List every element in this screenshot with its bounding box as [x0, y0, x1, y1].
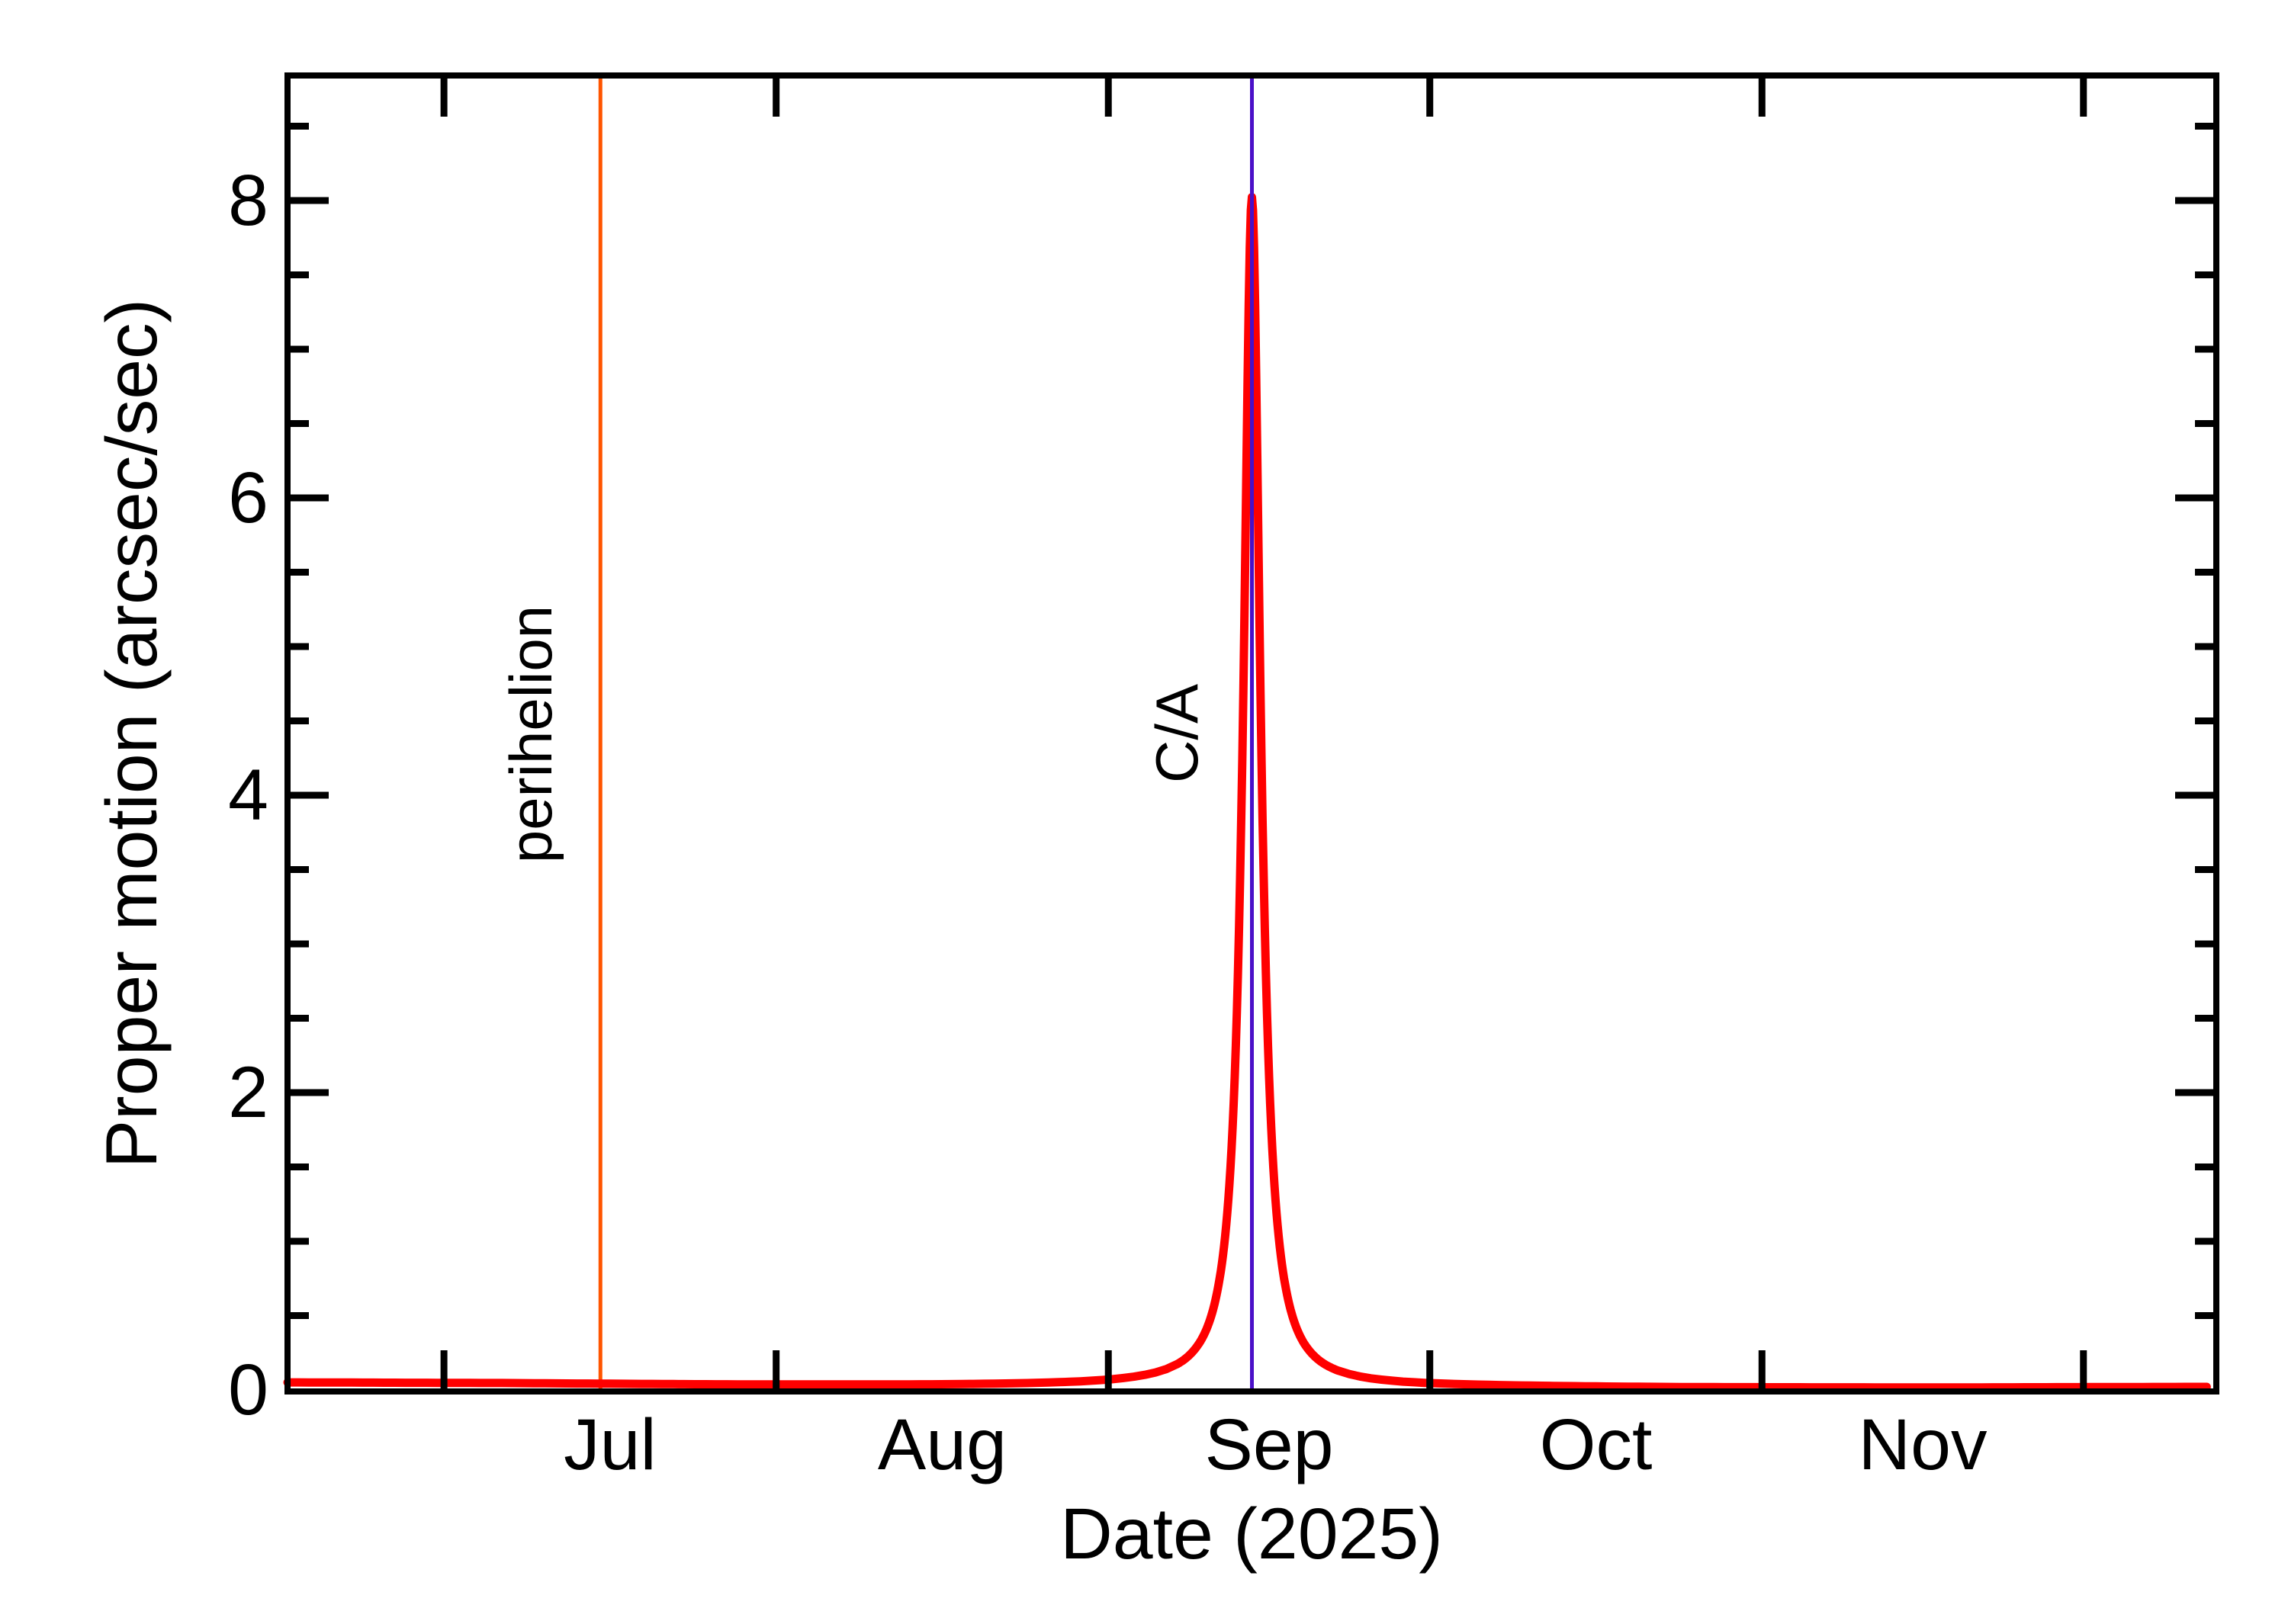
y-tick-label: 4: [228, 755, 268, 836]
frame-layer: [284, 72, 2219, 1395]
x-month-label: Jul: [564, 1404, 656, 1485]
x-month-label: Oct: [1540, 1404, 1653, 1485]
proper-motion-curve: [283, 193, 2211, 1392]
x-axis-title: Date (2025): [1060, 1494, 1443, 1574]
y-tick-label: 2: [228, 1052, 268, 1133]
tick-layer: [288, 75, 2216, 1391]
y-axis-title: Proper motion (arcsec/sec): [92, 299, 172, 1168]
x-month-label: Aug: [878, 1404, 1007, 1485]
y-tick-label: 0: [228, 1350, 268, 1430]
tick-label-layer: 0 2 4 6 8 Jul Aug Sep Oct Nov: [228, 160, 1988, 1485]
y-tick-label: 6: [228, 457, 268, 538]
close-approach-label: C/A: [1143, 684, 1210, 783]
x-month-label: Nov: [1859, 1404, 1988, 1485]
y-tick-label: 8: [228, 160, 268, 241]
perihelion-label: perihelion: [497, 605, 564, 863]
plot-frame: [284, 72, 2219, 1395]
x-month-label: Sep: [1204, 1404, 1333, 1485]
curve-layer: [283, 193, 2211, 1392]
